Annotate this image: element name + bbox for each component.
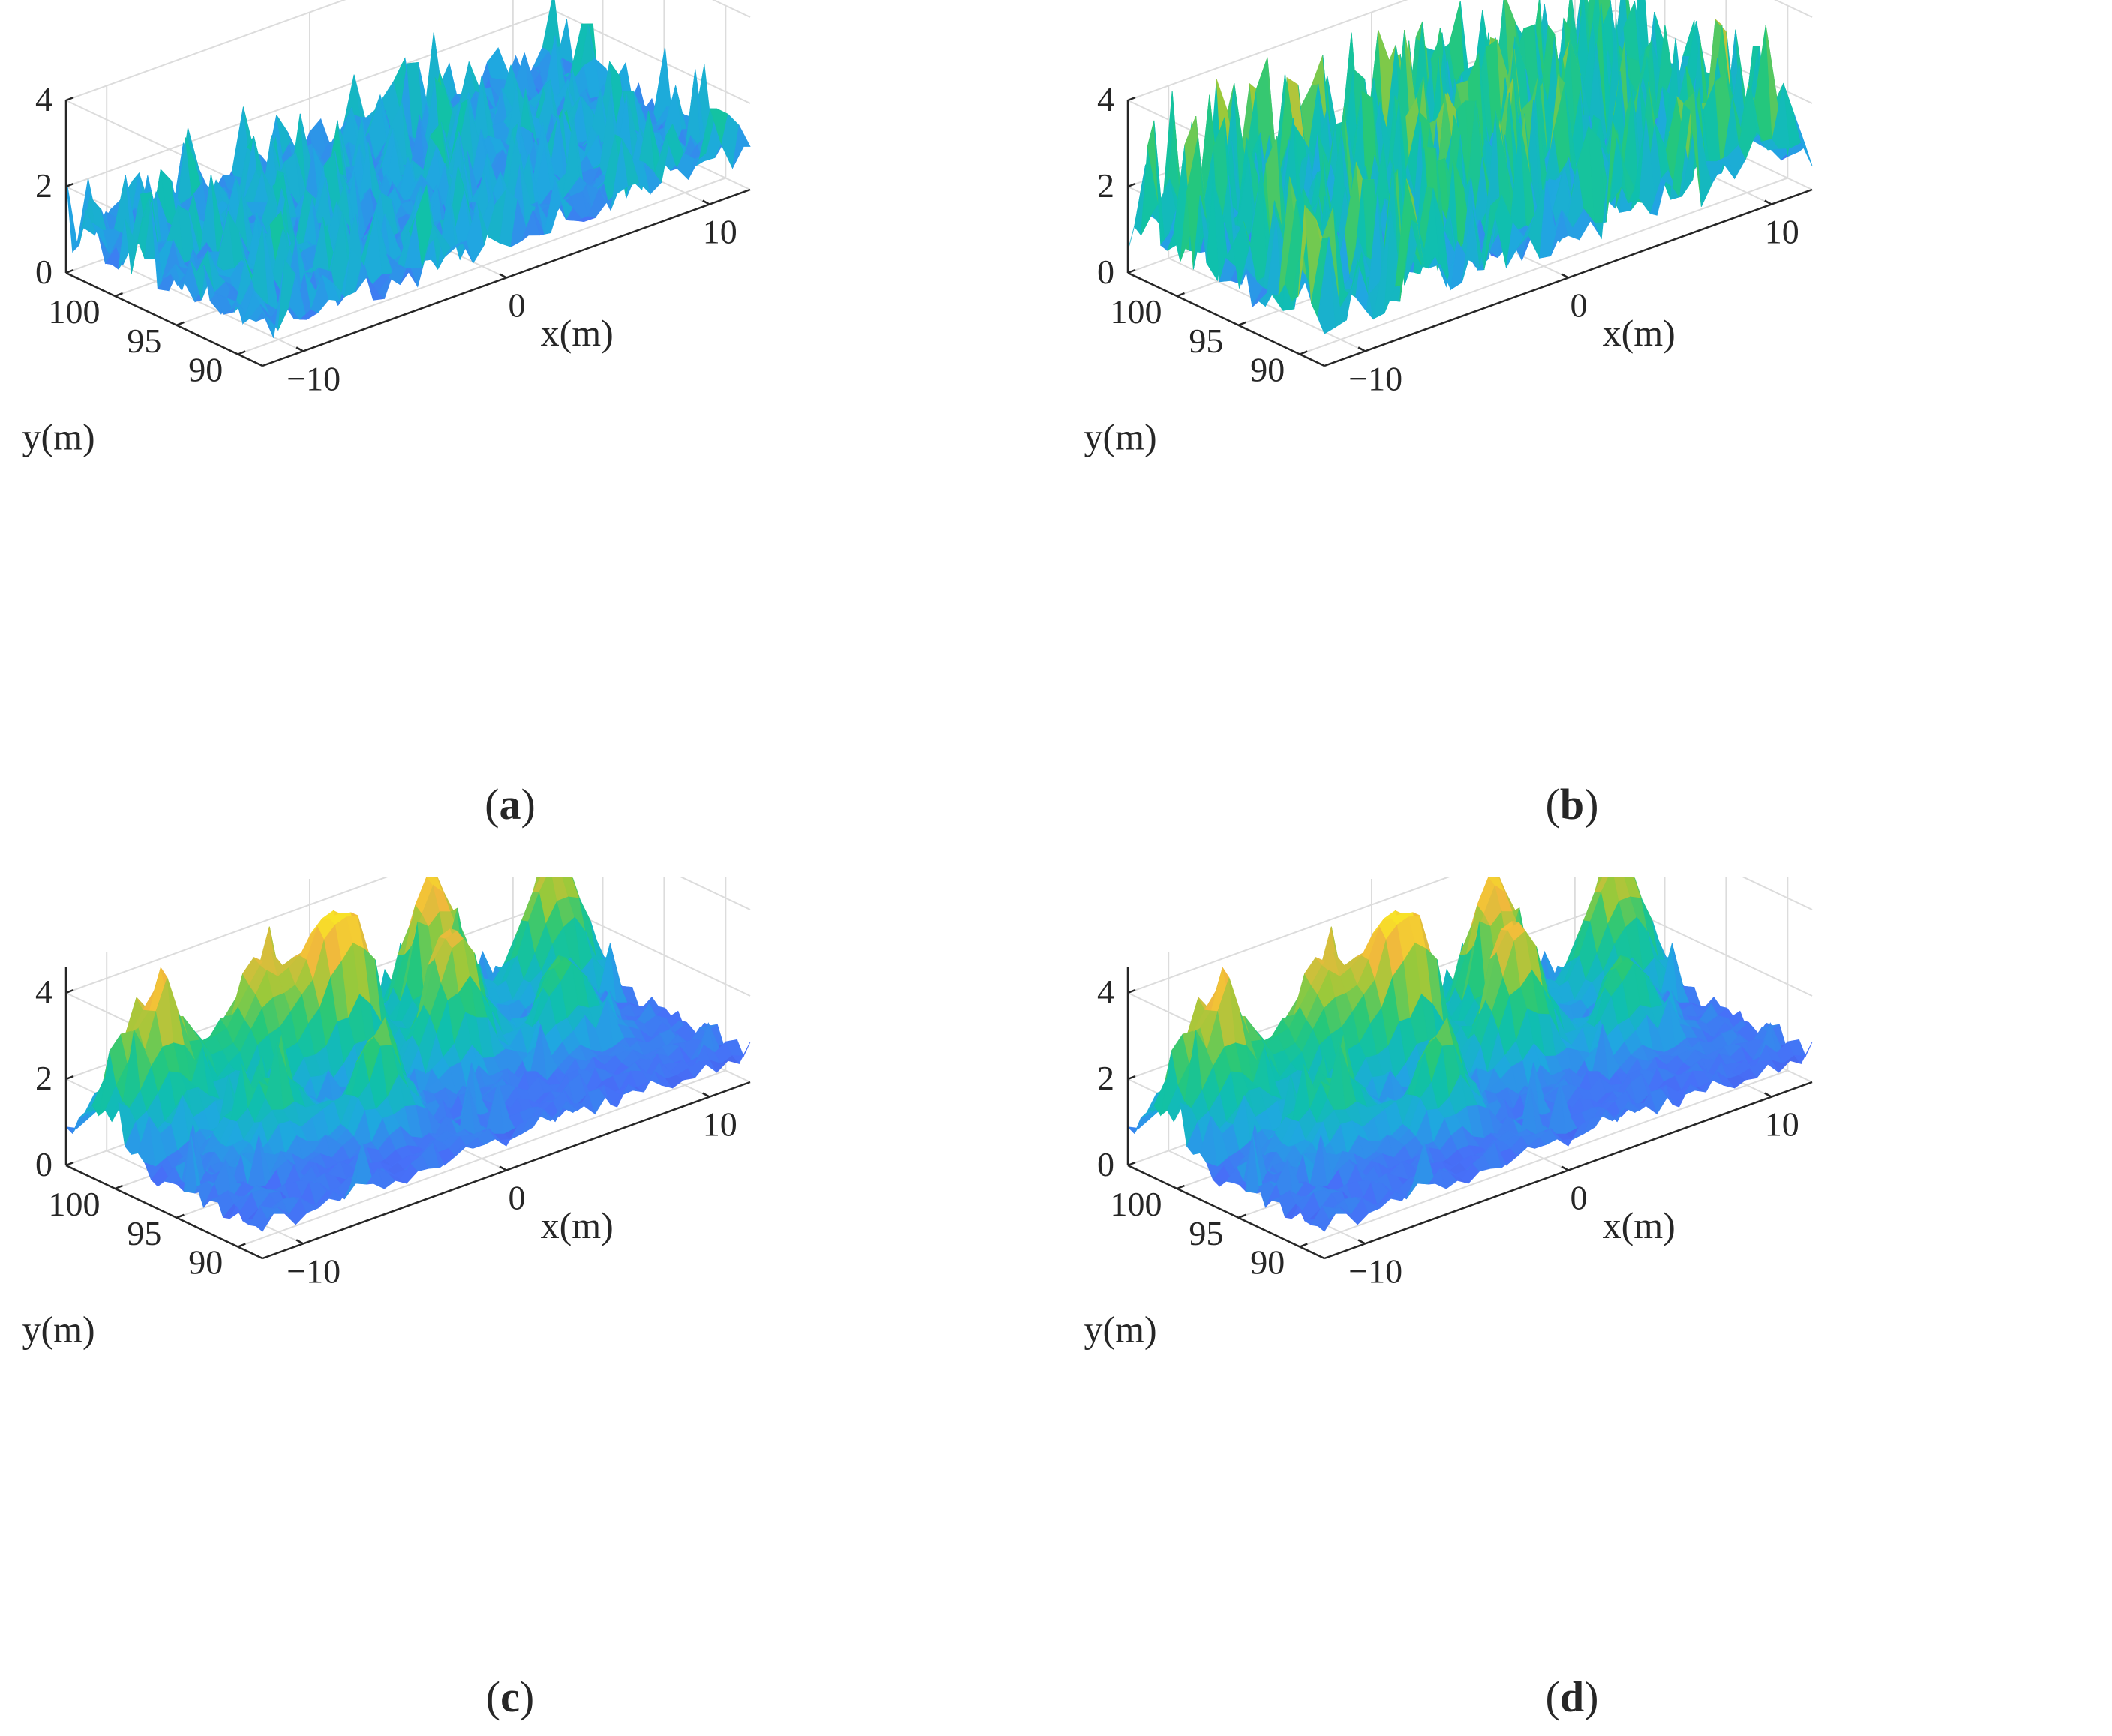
x-tick (703, 1093, 710, 1097)
x-tick (500, 1167, 506, 1171)
x-tick (1562, 274, 1568, 278)
y-tick (238, 352, 245, 355)
y-tick (238, 1244, 245, 1247)
y-axis-label: y(m) (22, 415, 94, 457)
caption-close-paren: ) (520, 1672, 534, 1721)
z-tick (66, 270, 74, 273)
y-tick (1238, 322, 1246, 325)
z-tick-label: 0 (35, 1145, 52, 1183)
z-tick (1128, 270, 1136, 273)
x-tick (1765, 201, 1772, 205)
panel-caption: (c) (486, 1672, 534, 1721)
caption-letter: c (500, 1672, 520, 1721)
y-tick (116, 293, 123, 296)
x-tick-label: 0 (508, 1179, 526, 1217)
caption-close-paren: ) (1584, 780, 1598, 829)
surface (1128, 0, 1812, 334)
y-tick (176, 1215, 184, 1218)
z-tick-label: 2 (1097, 166, 1114, 205)
caption-open-paren: ( (484, 780, 499, 829)
x-tick (296, 1240, 303, 1243)
z-tick (1128, 97, 1136, 100)
x-tick-label: 0 (508, 286, 526, 325)
x-tick-label: −10 (1348, 359, 1402, 397)
caption-close-paren: ) (521, 780, 536, 829)
x-tick (1358, 347, 1365, 351)
y-tick-label: 90 (1250, 351, 1285, 389)
y-axis-label: y(m) (22, 1308, 94, 1350)
y-tick-label: 90 (188, 351, 223, 389)
y-tick-label: 90 (188, 1243, 223, 1282)
surface (1128, 877, 1812, 1231)
x-axis-label: x(m) (541, 312, 614, 354)
z-tick-label: 4 (35, 80, 52, 118)
z-tick-label: 2 (35, 1059, 52, 1097)
x-tick-label: 10 (1765, 213, 1799, 251)
y-tick-label: 95 (1189, 322, 1223, 360)
panel-caption: (b) (1546, 780, 1599, 829)
y-tick-label: 95 (127, 322, 161, 360)
caption-open-paren: ( (486, 1672, 500, 1721)
y-tick (116, 1186, 123, 1189)
x-tick-label: 0 (1570, 286, 1588, 325)
y-tick (1300, 352, 1307, 355)
x-axis-label: x(m) (1603, 312, 1676, 354)
x-tick (296, 347, 303, 351)
x-tick (703, 201, 710, 205)
y-tick-label: 95 (127, 1214, 161, 1252)
surface (66, 0, 750, 338)
y-axis-label: y(m) (1084, 415, 1156, 457)
y-tick (1178, 293, 1185, 296)
y-tick-label: 100 (49, 1185, 100, 1223)
x-tick-label: −10 (286, 359, 340, 397)
y-tick-label: 100 (49, 292, 100, 331)
x-tick-label: 10 (703, 213, 737, 251)
z-tick (66, 1076, 74, 1079)
caption-open-paren: ( (1546, 780, 1560, 829)
z-tick (66, 97, 74, 100)
z-tick (1128, 184, 1136, 187)
x-tick (500, 274, 506, 278)
x-tick-label: 10 (703, 1105, 737, 1144)
z-tick-label: 4 (35, 973, 52, 1011)
surface (66, 877, 750, 1231)
z-tick (66, 1162, 74, 1165)
z-tick-label: 2 (35, 166, 52, 205)
caption-letter: a (500, 780, 521, 829)
caption-letter: b (1560, 780, 1584, 829)
z-tick-label: 0 (1097, 253, 1114, 291)
y-tick (176, 322, 184, 325)
surface-patch (542, 0, 560, 51)
x-tick-label: −10 (286, 1252, 340, 1290)
x-axis-label: x(m) (541, 1204, 614, 1246)
panel-caption: (a) (484, 780, 536, 829)
z-tick-label: 4 (1097, 80, 1114, 118)
z-tick-label: 0 (35, 253, 52, 291)
z-tick (66, 990, 74, 993)
y-tick-label: 100 (1111, 292, 1162, 331)
